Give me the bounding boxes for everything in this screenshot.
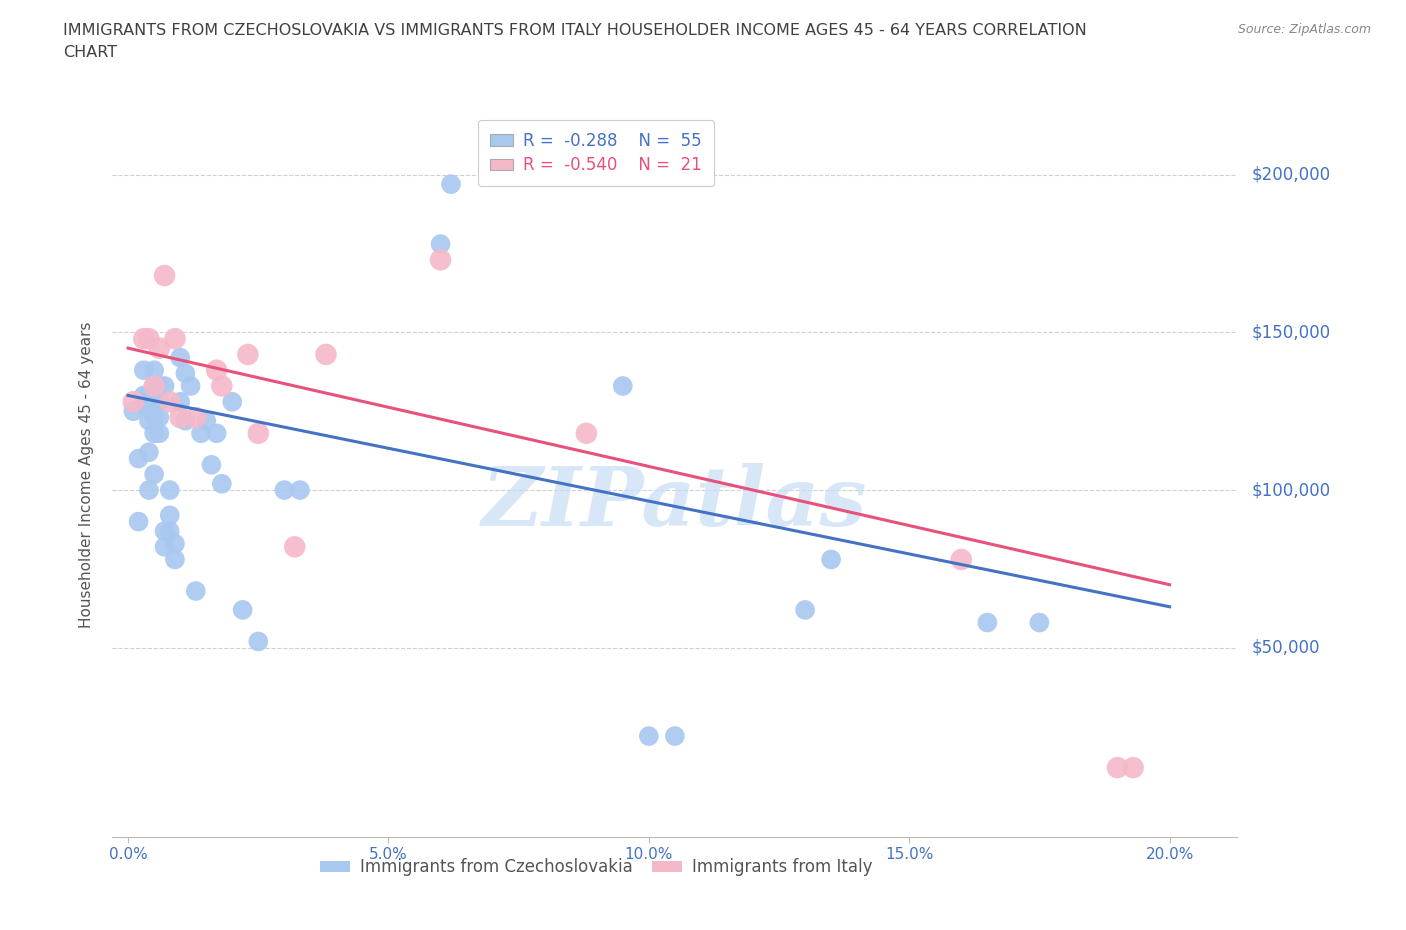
Legend: Immigrants from Czechoslovakia, Immigrants from Italy: Immigrants from Czechoslovakia, Immigran… [314, 852, 879, 883]
Point [128, 451, 150, 466]
Point [132, 397, 155, 412]
Point [138, 388, 160, 403]
Point [174, 365, 197, 380]
Text: $50,000: $50,000 [1251, 639, 1320, 657]
Point [976, 615, 998, 630]
Point [148, 394, 170, 409]
Text: $150,000: $150,000 [1251, 324, 1330, 341]
Point [148, 379, 170, 393]
Point [221, 394, 243, 409]
Point [211, 379, 233, 393]
Point [169, 394, 191, 409]
Point [153, 268, 176, 283]
Point [950, 552, 973, 567]
Point [174, 413, 197, 428]
Point [128, 514, 150, 529]
Point [132, 363, 155, 378]
Point [122, 404, 145, 418]
Point [195, 413, 218, 428]
Point [163, 537, 186, 551]
Text: $200,000: $200,000 [1251, 166, 1330, 184]
Point [143, 363, 166, 378]
Point [200, 458, 222, 472]
Point [159, 483, 181, 498]
Point [190, 426, 212, 441]
Point [1122, 760, 1144, 775]
Point [148, 340, 170, 355]
Point [288, 483, 311, 498]
Point [211, 476, 233, 491]
Point [575, 426, 598, 441]
Point [159, 508, 181, 523]
Point [143, 397, 166, 412]
Point [138, 445, 160, 459]
Point [637, 728, 659, 743]
Point [284, 539, 307, 554]
Point [138, 483, 160, 498]
Text: $100,000: $100,000 [1251, 481, 1330, 499]
Point [153, 379, 176, 393]
Point [247, 426, 270, 441]
Point [138, 394, 160, 409]
Point [143, 379, 166, 393]
Point [794, 603, 817, 618]
Point [148, 426, 170, 441]
Point [159, 524, 181, 538]
Point [143, 410, 166, 425]
Point [429, 252, 451, 267]
Point [820, 552, 842, 567]
Point [159, 394, 181, 409]
Point [169, 351, 191, 365]
Point [184, 410, 207, 425]
Point [273, 483, 295, 498]
Point [664, 728, 686, 743]
Point [143, 379, 166, 393]
Y-axis label: Householder Income Ages 45 - 64 years: Householder Income Ages 45 - 64 years [79, 321, 94, 628]
Point [163, 552, 186, 567]
Point [247, 634, 270, 649]
Point [132, 331, 155, 346]
Point [184, 583, 207, 598]
Point [138, 331, 160, 346]
Point [138, 413, 160, 428]
Point [232, 603, 254, 618]
Point [205, 363, 228, 378]
Point [169, 410, 191, 425]
Point [315, 347, 337, 362]
Point [1028, 615, 1050, 630]
Point [122, 394, 145, 409]
Point [205, 426, 228, 441]
Text: ZIPatlas: ZIPatlas [482, 463, 868, 543]
Point [148, 410, 170, 425]
Point [163, 331, 186, 346]
Point [143, 426, 166, 441]
Point [143, 467, 166, 482]
Text: CHART: CHART [63, 45, 117, 60]
Point [1107, 760, 1129, 775]
Point [143, 388, 166, 403]
Point [612, 379, 634, 393]
Point [153, 524, 176, 538]
Text: IMMIGRANTS FROM CZECHOSLOVAKIA VS IMMIGRANTS FROM ITALY HOUSEHOLDER INCOME AGES : IMMIGRANTS FROM CZECHOSLOVAKIA VS IMMIGR… [63, 23, 1087, 38]
Point [429, 236, 451, 251]
Point [440, 177, 463, 192]
Point [180, 379, 202, 393]
Point [236, 347, 259, 362]
Point [132, 388, 155, 403]
Point [153, 539, 176, 554]
Text: Source: ZipAtlas.com: Source: ZipAtlas.com [1237, 23, 1371, 36]
